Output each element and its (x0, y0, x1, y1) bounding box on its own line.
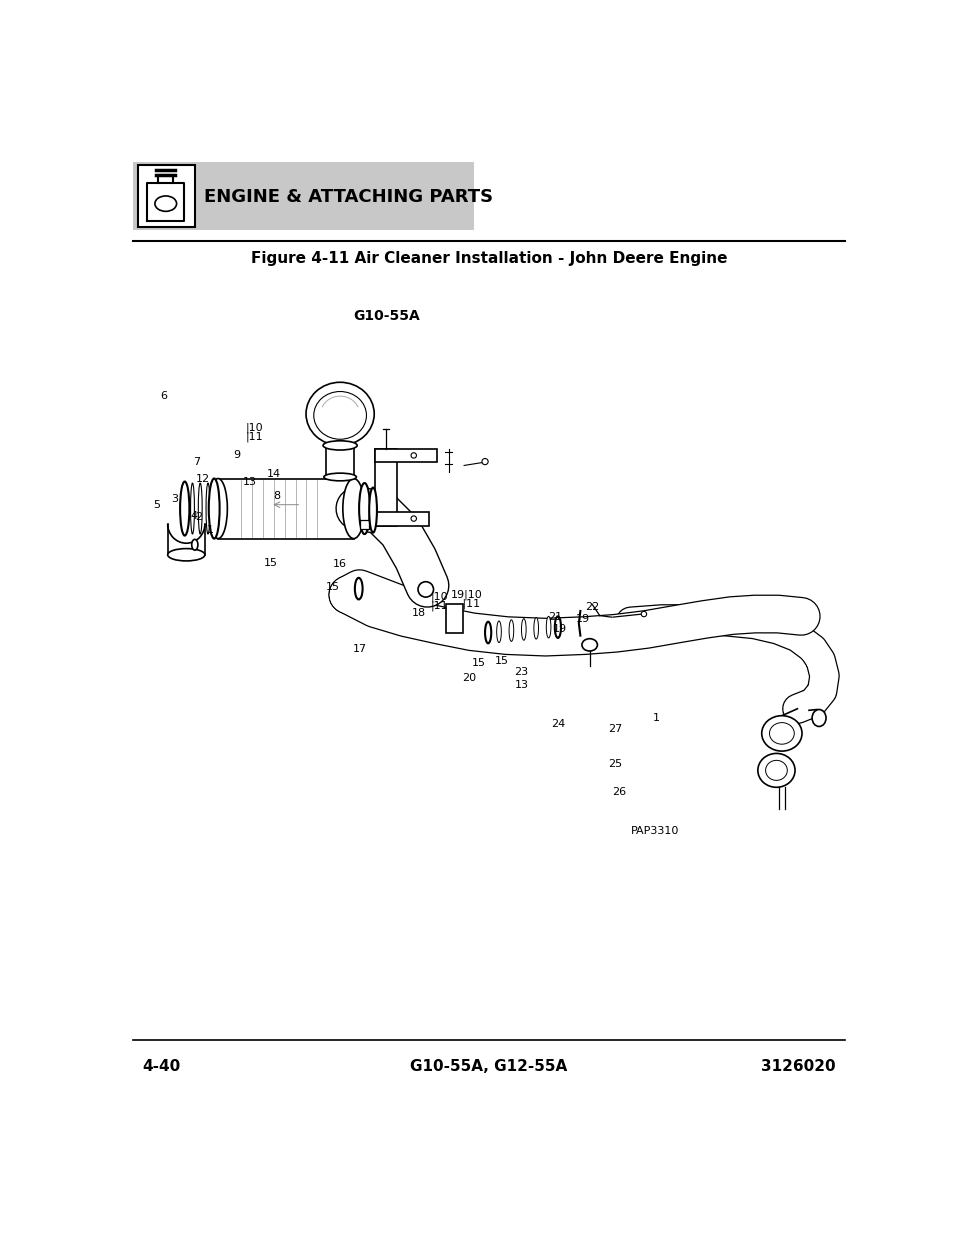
Ellipse shape (180, 482, 190, 536)
Bar (375, 448, 436, 462)
Text: 2: 2 (195, 513, 202, 522)
Bar (375, 448, 396, 526)
Text: 8: 8 (273, 492, 280, 501)
Text: 12: 12 (195, 473, 210, 484)
Text: 15: 15 (264, 558, 278, 568)
Polygon shape (147, 183, 184, 221)
Text: 6: 6 (160, 391, 168, 401)
Text: |10: |10 (246, 422, 263, 433)
Ellipse shape (168, 548, 205, 561)
Text: 13: 13 (515, 680, 529, 690)
Ellipse shape (323, 441, 356, 450)
Text: 15: 15 (472, 658, 485, 668)
Ellipse shape (369, 488, 376, 532)
Ellipse shape (521, 619, 525, 640)
Text: 18: 18 (411, 609, 425, 619)
Text: G10-55A, G12-55A: G10-55A, G12-55A (410, 1058, 567, 1073)
Ellipse shape (209, 478, 219, 538)
Text: |11: |11 (452, 599, 480, 609)
Text: 27: 27 (607, 724, 621, 734)
Text: PAP3310: PAP3310 (630, 826, 679, 836)
Text: 15: 15 (495, 656, 509, 666)
Text: 19: 19 (552, 625, 566, 635)
Text: 13: 13 (242, 478, 256, 488)
Text: 5: 5 (152, 500, 160, 510)
Text: 24: 24 (551, 719, 565, 729)
Bar (446, 604, 463, 634)
Text: 23: 23 (513, 667, 527, 677)
Text: 16: 16 (333, 559, 347, 569)
Bar (218, 478, 354, 538)
Ellipse shape (209, 478, 227, 538)
Text: 19: 19 (575, 614, 589, 624)
Ellipse shape (342, 478, 364, 538)
Text: 3: 3 (172, 494, 178, 504)
Ellipse shape (546, 616, 550, 638)
Text: |11: |11 (246, 432, 263, 442)
Text: 21: 21 (548, 613, 562, 622)
Ellipse shape (192, 540, 197, 550)
Text: 19|10: 19|10 (450, 589, 482, 600)
Ellipse shape (581, 638, 597, 651)
Text: 9: 9 (233, 450, 240, 459)
Text: 14: 14 (267, 469, 281, 479)
Text: 3126020: 3126020 (760, 1058, 835, 1073)
Text: 7: 7 (193, 457, 200, 467)
Ellipse shape (411, 516, 416, 521)
Text: |11: |11 (430, 600, 448, 611)
Ellipse shape (811, 710, 825, 726)
Text: 1: 1 (652, 713, 659, 722)
Bar (137, 165, 195, 227)
Text: 4: 4 (190, 511, 197, 521)
Ellipse shape (183, 483, 187, 534)
Text: 15: 15 (326, 582, 340, 592)
Ellipse shape (509, 620, 513, 641)
Ellipse shape (555, 616, 560, 638)
Text: G10-55A: G10-55A (353, 309, 419, 324)
Ellipse shape (355, 578, 362, 599)
Bar (326, 446, 354, 477)
Text: ENGINE & ATTACHING PARTS: ENGINE & ATTACHING PARTS (204, 188, 493, 206)
Bar (133, 162, 474, 230)
Ellipse shape (757, 753, 794, 787)
Ellipse shape (411, 453, 416, 458)
Text: 22: 22 (584, 603, 598, 613)
Bar (375, 511, 429, 526)
Text: 1: 1 (207, 525, 214, 535)
Text: 17: 17 (352, 643, 366, 653)
Ellipse shape (206, 483, 210, 534)
Text: 26: 26 (612, 787, 625, 797)
Text: 25: 25 (608, 760, 621, 769)
Ellipse shape (760, 716, 801, 751)
Ellipse shape (323, 473, 356, 480)
Text: |10: |10 (430, 592, 448, 601)
Ellipse shape (417, 582, 433, 597)
Ellipse shape (534, 618, 537, 638)
Ellipse shape (481, 458, 488, 464)
Ellipse shape (306, 383, 374, 446)
Ellipse shape (484, 621, 491, 643)
Text: 20: 20 (461, 673, 476, 683)
Ellipse shape (191, 483, 194, 534)
Ellipse shape (640, 611, 646, 616)
Bar (359, 520, 369, 530)
Text: Figure 4-11 Air Cleaner Installation - John Deere Engine: Figure 4-11 Air Cleaner Installation - J… (251, 251, 726, 266)
Ellipse shape (198, 483, 202, 534)
Ellipse shape (497, 621, 500, 642)
Text: 4-40: 4-40 (142, 1058, 180, 1073)
Ellipse shape (358, 483, 370, 534)
